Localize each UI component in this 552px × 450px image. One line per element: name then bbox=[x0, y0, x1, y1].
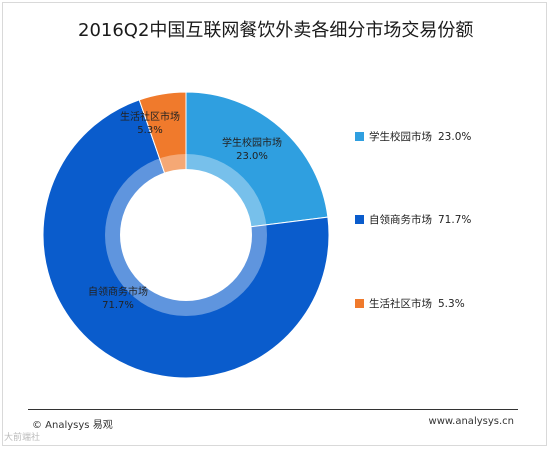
legend-label: 学生校园市场 bbox=[369, 131, 432, 143]
slice-value-label: 23.0% bbox=[236, 151, 268, 162]
slice-value-label: 71.7% bbox=[102, 300, 134, 311]
legend-value: 71.7% bbox=[438, 213, 472, 226]
legend-label: 生活社区市场 bbox=[369, 298, 432, 310]
legend-value: 5.3% bbox=[438, 297, 465, 310]
footer-website: www.analysys.cn bbox=[428, 416, 514, 427]
slice-category-label: 生活社区市场 bbox=[120, 110, 180, 123]
legend-value: 23.0% bbox=[438, 130, 472, 143]
legend-label: 自领商务市场 bbox=[369, 214, 432, 226]
legend-swatch bbox=[355, 132, 364, 141]
slice-category-label: 学生校园市场 bbox=[222, 136, 282, 149]
slice-category-label: 自领商务市场 bbox=[88, 285, 148, 298]
footer-copyright: © Analysys 易观 bbox=[32, 420, 113, 431]
footer-divider bbox=[28, 409, 518, 410]
donut-hole bbox=[120, 169, 252, 301]
legend-item: 生活社区市场 5.3% bbox=[355, 296, 465, 311]
legend-item: 学生校园市场 23.0% bbox=[355, 129, 471, 144]
watermark-text: 大前端社 bbox=[4, 433, 41, 443]
legend-swatch bbox=[355, 215, 364, 224]
legend-item: 自领商务市场 71.7% bbox=[355, 212, 471, 227]
chart-title: 2016Q2中国互联网餐饮外卖各细分市场交易份额 bbox=[78, 20, 474, 41]
legend-swatch bbox=[355, 299, 364, 308]
slice-value-label: 5.3% bbox=[137, 125, 162, 136]
